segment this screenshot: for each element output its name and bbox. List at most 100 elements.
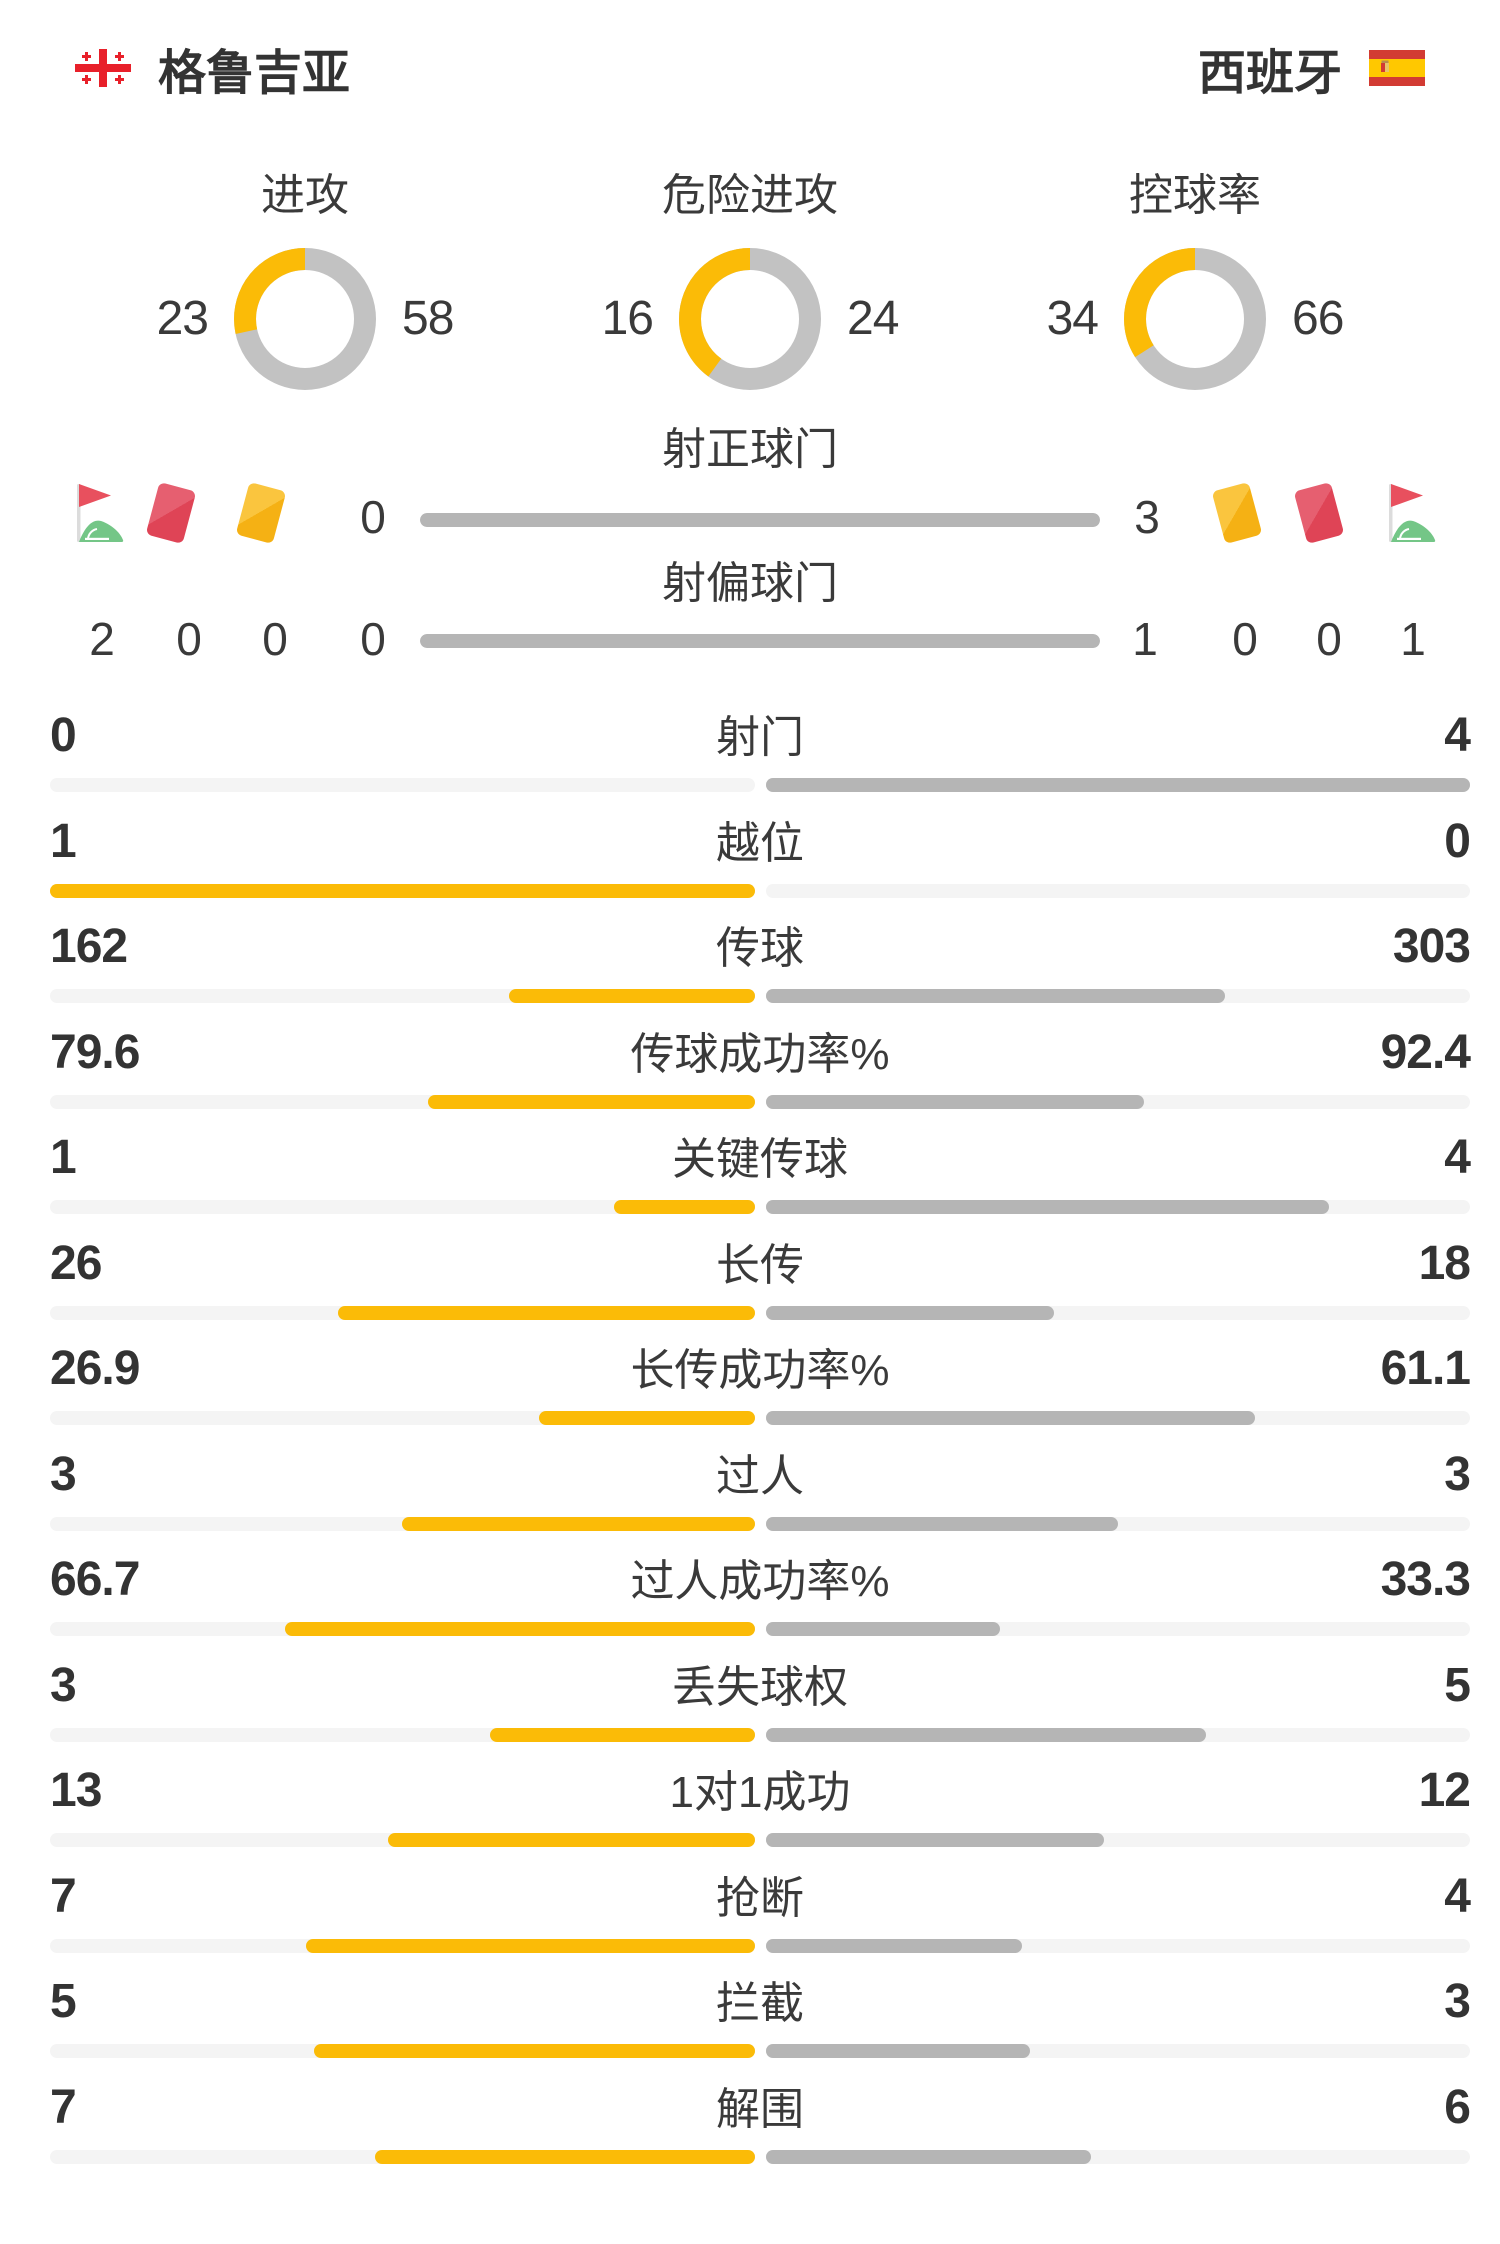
stat-away-bar bbox=[765, 1411, 1470, 1425]
stat-bars bbox=[50, 1516, 1470, 1531]
stat-home-bar bbox=[50, 1516, 755, 1531]
donut-title: 危险进攻 bbox=[662, 171, 838, 220]
stat-away-bar bbox=[765, 1516, 1470, 1531]
shots-off-target-away-value: 1 bbox=[1132, 613, 1158, 665]
stat-row: 7 解围 6 bbox=[50, 2062, 1471, 2168]
stat-row: 162 传球 303 bbox=[50, 901, 1471, 1007]
header: 格鲁吉亚 西班牙 bbox=[75, 38, 1425, 100]
stat-away-value: 18 bbox=[1418, 1236, 1471, 1290]
stat-row: 1 越位 0 bbox=[50, 796, 1471, 902]
donut-chart bbox=[234, 248, 376, 390]
stat-away-value: 303 bbox=[1392, 920, 1471, 973]
stat-label: 射门 bbox=[716, 713, 804, 762]
stat-away-bar bbox=[765, 778, 1470, 792]
away-red-card-icon bbox=[1293, 482, 1345, 544]
shots-off-target-home-value: 0 bbox=[360, 613, 386, 665]
shots-off-target-bar bbox=[420, 634, 1100, 648]
stat-home-bar bbox=[50, 883, 755, 898]
stat-home-bar bbox=[50, 1833, 755, 1847]
stat-home-value: 7 bbox=[50, 1869, 77, 1923]
home-corners-count: 2 bbox=[89, 613, 115, 665]
stat-away-bar bbox=[765, 2149, 1470, 2164]
stat-label: 传球 bbox=[716, 924, 804, 973]
stat-home-bar bbox=[50, 1727, 755, 1742]
spain-flag-icon bbox=[1369, 50, 1425, 86]
georgia-flag-icon bbox=[75, 49, 131, 87]
stat-away-value: 33.3 bbox=[1380, 1553, 1471, 1606]
donut-section: 进攻 23 58 危险进攻 16 bbox=[0, 150, 1500, 390]
home-yellow-cards-count: 0 bbox=[262, 613, 288, 665]
donut-home-value: 34 bbox=[1046, 292, 1099, 345]
stat-row: 0 射门 4 bbox=[50, 690, 1471, 796]
stat-home-value: 5 bbox=[50, 1975, 77, 2028]
cards-corners-shots-section: 射正球门 0 3 射偏球门 2 0 0 0 1 0 0 1 bbox=[0, 420, 1500, 690]
home-team: 格鲁吉亚 bbox=[75, 33, 350, 103]
stat-bars bbox=[50, 989, 1470, 1003]
stat-home-value: 1 bbox=[50, 814, 77, 868]
donut-stat: 进攻 23 58 bbox=[83, 150, 528, 390]
stat-away-bar bbox=[765, 1305, 1470, 1320]
home-yellow-card-icon bbox=[235, 482, 287, 544]
stat-away-value: 92.4 bbox=[1380, 1025, 1471, 1079]
stat-label: 抢断 bbox=[716, 1873, 804, 1923]
stat-label: 过人 bbox=[716, 1451, 804, 1501]
stat-row: 13 1对1成功 12 bbox=[50, 1745, 1471, 1851]
stat-bars bbox=[50, 1833, 1470, 1847]
away-red-cards-count: 0 bbox=[1316, 613, 1342, 665]
stat-home-value: 3 bbox=[50, 1658, 77, 1712]
stat-row: 26 长传 18 bbox=[50, 1218, 1471, 1324]
stat-home-value: 3 bbox=[50, 1447, 77, 1501]
stat-label: 长传 bbox=[716, 1240, 804, 1290]
stat-away-bar bbox=[765, 1938, 1470, 1953]
stat-label: 过人成功率% bbox=[630, 1557, 890, 1606]
stat-bars bbox=[50, 1622, 1470, 1636]
stat-bars bbox=[50, 1200, 1470, 1214]
away-corner-flag-icon bbox=[1382, 482, 1442, 551]
stat-away-value: 4 bbox=[1444, 1131, 1471, 1184]
stat-home-bar bbox=[50, 1305, 755, 1320]
stat-label: 丢失球权 bbox=[672, 1662, 848, 1712]
away-team-name: 西班牙 bbox=[1197, 47, 1342, 100]
home-red-card-icon bbox=[145, 482, 197, 544]
stat-home-value: 26.9 bbox=[50, 1342, 140, 1395]
home-corner-flag-icon bbox=[70, 482, 130, 551]
stat-home-value: 66.7 bbox=[50, 1553, 140, 1606]
stat-away-bar bbox=[765, 989, 1470, 1003]
stat-home-bar bbox=[50, 1200, 755, 1214]
stats-list: 0 射门 4 1 越位 0 162 传球 303 bbox=[50, 690, 1471, 2168]
stat-bars bbox=[50, 2044, 1470, 2058]
stat-away-value: 61.1 bbox=[1380, 1342, 1471, 1395]
donut-stat: 控球率 34 66 bbox=[973, 150, 1418, 390]
stat-bars bbox=[50, 778, 1470, 792]
stat-away-bar bbox=[765, 1094, 1470, 1109]
donut-home-value: 23 bbox=[156, 292, 209, 345]
stat-home-value: 13 bbox=[50, 1764, 102, 1817]
shots-on-target-bar bbox=[420, 513, 1100, 527]
stat-home-bar bbox=[50, 1938, 755, 1953]
shots-on-target-home-value: 0 bbox=[360, 491, 386, 543]
stat-row: 79.6 传球成功率% 92.4 bbox=[50, 1007, 1471, 1113]
stat-row: 3 丢失球权 5 bbox=[50, 1640, 1471, 1746]
stat-home-value: 162 bbox=[50, 920, 128, 973]
stat-away-value: 6 bbox=[1444, 2080, 1471, 2134]
spain-emblem bbox=[1381, 60, 1389, 72]
stat-row: 5 拦截 3 bbox=[50, 1956, 1471, 2062]
stat-bars bbox=[50, 1305, 1470, 1320]
stat-bars bbox=[50, 1094, 1470, 1109]
stat-label: 解围 bbox=[716, 2084, 804, 2134]
stat-home-bar bbox=[50, 2044, 755, 2058]
stat-label: 长传成功率% bbox=[630, 1346, 890, 1395]
stat-row: 7 抢断 4 bbox=[50, 1851, 1471, 1957]
donut-away-value: 66 bbox=[1292, 292, 1344, 345]
donut-home-value: 16 bbox=[601, 292, 654, 345]
stat-away-value: 4 bbox=[1444, 1869, 1471, 1923]
donut-title: 控球率 bbox=[1129, 171, 1261, 220]
stat-label: 关键传球 bbox=[672, 1135, 848, 1184]
home-team-name: 格鲁吉亚 bbox=[158, 47, 351, 100]
stat-home-bar bbox=[50, 1622, 755, 1636]
shots-on-target-away-value: 3 bbox=[1134, 491, 1160, 543]
stat-away-value: 12 bbox=[1418, 1764, 1471, 1817]
stat-home-value: 79.6 bbox=[50, 1025, 140, 1079]
stat-row: 26.9 长传成功率% 61.1 bbox=[50, 1323, 1471, 1429]
